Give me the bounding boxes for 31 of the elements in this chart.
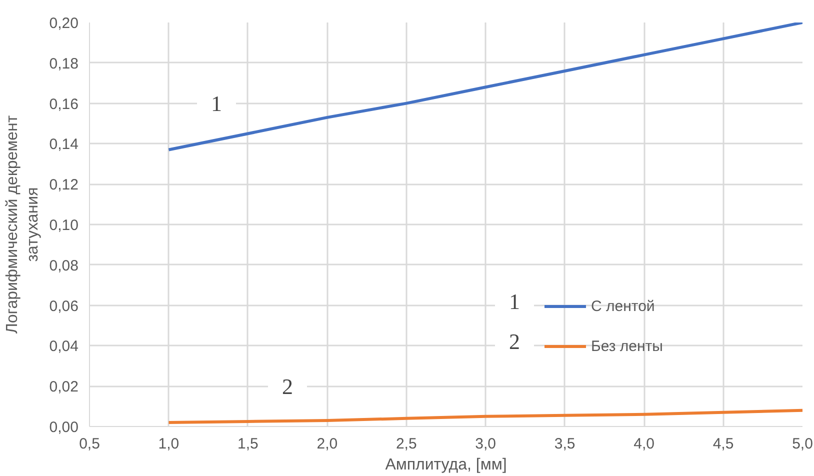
line-series (167, 408, 802, 424)
x-tick-label: 0,5 (79, 436, 100, 452)
x-tick-label: 1,0 (158, 436, 180, 452)
y-tick-label: 0,16 (49, 96, 79, 113)
x-tick-label: 5,0 (792, 436, 813, 452)
x-tick-label: 3,0 (475, 436, 496, 452)
y-tick-label: 0,02 (49, 378, 79, 396)
y-tick-label: 0,10 (49, 217, 79, 234)
y-tick-label: 0,06 (49, 298, 79, 315)
x-tick-label: 4,0 (634, 436, 654, 452)
y-tick-label: 0,14 (49, 136, 79, 154)
annotation: 2 (282, 374, 293, 399)
x-tick-label: 2,5 (396, 436, 417, 452)
annotation: 2 (509, 329, 520, 354)
y-tick-label: 0,08 (49, 257, 79, 274)
y-tick-label: 0,04 (49, 338, 79, 356)
y-tick-label: 0,20 (49, 15, 79, 32)
x-tick-label: 2,0 (316, 436, 338, 452)
x-axis-title: Амплитуда, [мм] (385, 456, 507, 474)
x-tick-label: 1,5 (238, 436, 258, 452)
legend-label: С лентой (591, 296, 655, 316)
line-series (167, 22, 802, 152)
y-axis-title: Логарифмический декремент затухания (4, 114, 42, 334)
legend-label: Без ленты (591, 336, 663, 356)
x-tick-label: 3,5 (554, 436, 576, 452)
y-tick-label: 0,00 (49, 419, 79, 436)
annotation: 1 (509, 289, 520, 314)
y-tick-label: 0,18 (49, 55, 79, 72)
x-tick-label: 4,5 (712, 436, 734, 452)
y-tick-label: 0,12 (49, 176, 79, 194)
annotation: 1 (211, 91, 222, 116)
